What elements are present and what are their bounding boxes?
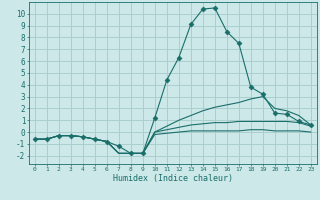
X-axis label: Humidex (Indice chaleur): Humidex (Indice chaleur) [113, 174, 233, 183]
